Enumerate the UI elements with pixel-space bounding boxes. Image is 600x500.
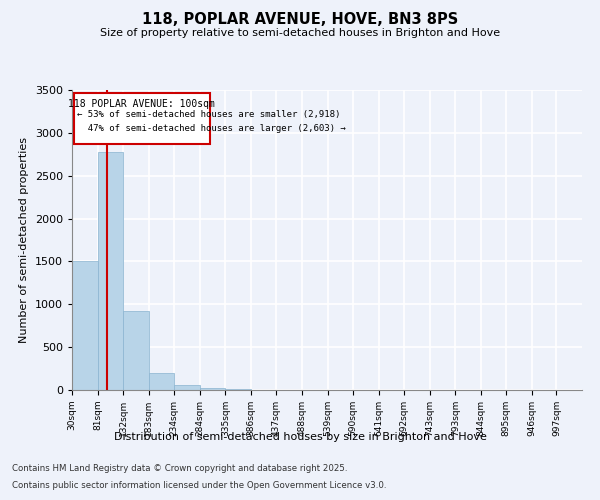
Bar [174,386,200,390]
Bar [123,311,149,390]
Bar [200,388,226,390]
Text: ← 53% of semi-detached houses are smaller (2,918): ← 53% of semi-detached houses are smalle… [77,110,340,120]
FancyBboxPatch shape [74,93,210,144]
Text: Distribution of semi-detached houses by size in Brighton and Hove: Distribution of semi-detached houses by … [113,432,487,442]
Bar [98,152,123,390]
Text: Contains public sector information licensed under the Open Government Licence v3: Contains public sector information licen… [12,481,386,490]
Bar [149,373,174,390]
Text: 118 POPLAR AVENUE: 100sqm: 118 POPLAR AVENUE: 100sqm [68,99,215,109]
Text: 47% of semi-detached houses are larger (2,603) →: 47% of semi-detached houses are larger (… [77,124,345,132]
Text: Contains HM Land Registry data © Crown copyright and database right 2025.: Contains HM Land Registry data © Crown c… [12,464,347,473]
Bar [72,262,98,390]
Text: Size of property relative to semi-detached houses in Brighton and Hove: Size of property relative to semi-detach… [100,28,500,38]
Y-axis label: Number of semi-detached properties: Number of semi-detached properties [19,137,29,343]
Text: 118, POPLAR AVENUE, HOVE, BN3 8PS: 118, POPLAR AVENUE, HOVE, BN3 8PS [142,12,458,28]
